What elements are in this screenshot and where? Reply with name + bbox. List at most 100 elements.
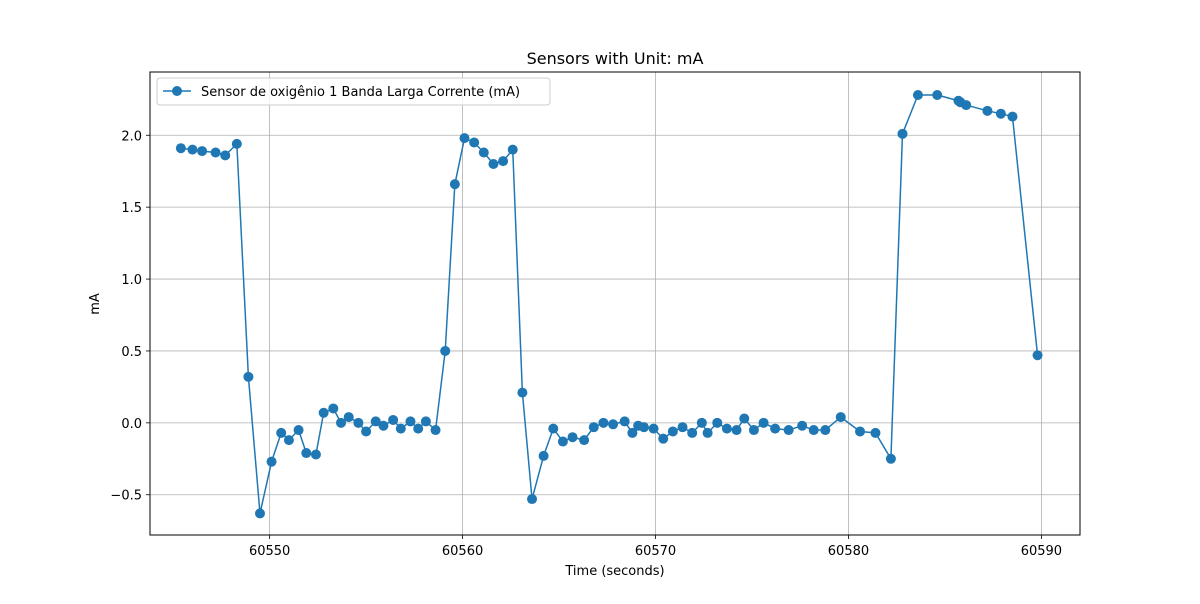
data-point xyxy=(638,422,649,433)
data-point xyxy=(459,133,470,144)
data-point xyxy=(648,423,659,434)
data-point xyxy=(557,436,568,447)
data-point xyxy=(870,427,881,438)
data-point xyxy=(696,417,707,428)
legend-entry-label: Sensor de oxigênio 1 Banda Larga Corrent… xyxy=(201,85,520,100)
legend-marker-swatch xyxy=(172,86,182,96)
data-point xyxy=(328,403,339,414)
data-point xyxy=(430,425,441,436)
data-point xyxy=(517,387,528,398)
data-point xyxy=(187,144,198,155)
legend: Sensor de oxigênio 1 Banda Larga Corrent… xyxy=(156,77,551,106)
data-point xyxy=(885,453,896,464)
data-point xyxy=(478,147,489,158)
data-point xyxy=(598,417,609,428)
data-point xyxy=(318,407,329,418)
data-point xyxy=(210,147,221,158)
x-tick-label: 60590 xyxy=(1021,544,1062,559)
data-point xyxy=(627,427,638,438)
data-point xyxy=(283,435,294,446)
series-line xyxy=(180,94,1039,515)
data-point xyxy=(783,425,794,436)
data-point xyxy=(378,420,389,431)
data-point xyxy=(712,417,723,428)
y-axis-ticks: −0.5 0.0 0.5 1.0 1.5 2.0 xyxy=(110,129,150,504)
data-point xyxy=(677,422,688,433)
data-point xyxy=(220,150,231,161)
data-point xyxy=(405,416,416,427)
x-tick-label: 60550 xyxy=(249,544,290,559)
data-point xyxy=(488,159,499,170)
data-point xyxy=(567,432,578,443)
y-tick-label: 1.0 xyxy=(121,273,142,288)
data-point xyxy=(266,456,277,467)
data-point xyxy=(231,138,242,149)
data-point xyxy=(310,449,321,460)
data-point xyxy=(748,425,759,436)
data-point xyxy=(527,494,538,505)
data-point xyxy=(687,427,698,438)
data-point xyxy=(619,416,630,427)
data-point xyxy=(343,412,354,423)
y-tick-label: 1.5 xyxy=(121,201,142,216)
data-point xyxy=(667,426,678,437)
data-point xyxy=(731,425,742,436)
data-point xyxy=(608,419,619,430)
data-point xyxy=(498,156,509,167)
data-point xyxy=(579,435,590,446)
data-point xyxy=(388,414,399,425)
data-point xyxy=(835,412,846,423)
data-point xyxy=(293,425,304,436)
x-tick-label: 60560 xyxy=(442,544,483,559)
data-point xyxy=(897,128,908,139)
data-point xyxy=(353,417,364,428)
x-axis-label: Time (seconds) xyxy=(564,564,664,579)
data-point xyxy=(721,423,732,434)
data-point xyxy=(413,423,424,434)
data-point xyxy=(469,137,480,148)
data-point xyxy=(507,144,518,155)
data-point xyxy=(1032,350,1043,361)
data-point xyxy=(1007,111,1018,122)
data-point xyxy=(301,448,312,459)
data-point xyxy=(982,105,993,116)
data-point xyxy=(197,146,208,157)
legend-box xyxy=(156,77,551,106)
chart-title: Sensors with Unit: mA xyxy=(527,49,704,68)
data-point xyxy=(912,90,923,101)
y-tick-label: 0.5 xyxy=(121,345,142,360)
data-point xyxy=(961,100,972,111)
data-point xyxy=(175,143,186,154)
data-point xyxy=(797,420,808,431)
data-point xyxy=(395,423,406,434)
data-point xyxy=(449,179,460,190)
data-point xyxy=(932,90,943,101)
data-point xyxy=(548,423,559,434)
data-point xyxy=(254,508,265,519)
data-point xyxy=(420,416,431,427)
data-point xyxy=(370,416,381,427)
data-point xyxy=(658,433,669,444)
y-tick-label: 0.0 xyxy=(121,417,142,432)
data-point xyxy=(820,425,831,436)
data-point xyxy=(243,371,254,382)
y-axis-label: mA xyxy=(88,293,103,315)
y-tick-label: −0.5 xyxy=(110,489,142,504)
data-point xyxy=(770,423,781,434)
x-axis-ticks: 60550 60560 60570 60580 60590 xyxy=(249,535,1062,559)
data-point xyxy=(758,417,769,428)
data-point xyxy=(361,426,372,437)
data-point xyxy=(276,427,287,438)
series-layer xyxy=(175,90,1043,519)
data-point xyxy=(440,345,451,356)
data-point xyxy=(702,427,713,438)
data-point xyxy=(588,422,599,433)
y-tick-label: 2.0 xyxy=(121,129,142,144)
x-tick-label: 60570 xyxy=(635,544,676,559)
data-point xyxy=(808,425,819,436)
data-point xyxy=(336,417,347,428)
x-tick-label: 60580 xyxy=(828,544,869,559)
data-point xyxy=(538,450,549,461)
